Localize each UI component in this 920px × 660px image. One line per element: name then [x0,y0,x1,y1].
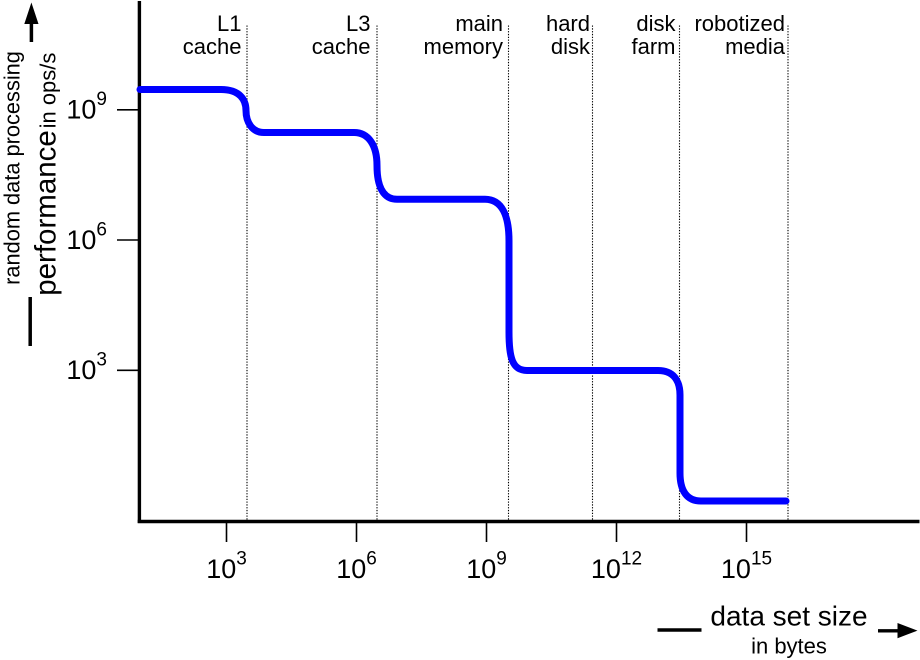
svg-text:performance: performance [30,130,63,296]
svg-text:in ops/s: in ops/s [36,53,61,129]
svg-text:L3: L3 [346,11,370,36]
svg-text:random data processing: random data processing [0,51,25,285]
svg-text:1015: 1015 [721,548,772,584]
svg-text:109: 109 [466,548,507,584]
svg-text:cache: cache [312,34,371,59]
svg-text:memory: memory [424,34,503,59]
svg-text:media: media [725,34,786,59]
svg-text:robotized: robotized [694,11,785,36]
svg-text:106: 106 [336,548,377,584]
svg-text:hard: hard [546,11,590,36]
svg-text:cache: cache [183,34,242,59]
svg-text:106: 106 [66,219,107,255]
svg-text:1012: 1012 [591,548,642,584]
svg-text:103: 103 [206,548,247,584]
svg-text:data set size: data set size [710,600,867,631]
svg-text:109: 109 [66,89,107,125]
svg-text:in bytes: in bytes [751,634,827,659]
svg-text:main: main [455,11,503,36]
svg-text:103: 103 [66,350,107,386]
svg-text:L1: L1 [217,11,241,36]
svg-text:farm: farm [632,34,676,59]
svg-text:disk: disk [636,11,676,36]
svg-text:disk: disk [551,34,591,59]
